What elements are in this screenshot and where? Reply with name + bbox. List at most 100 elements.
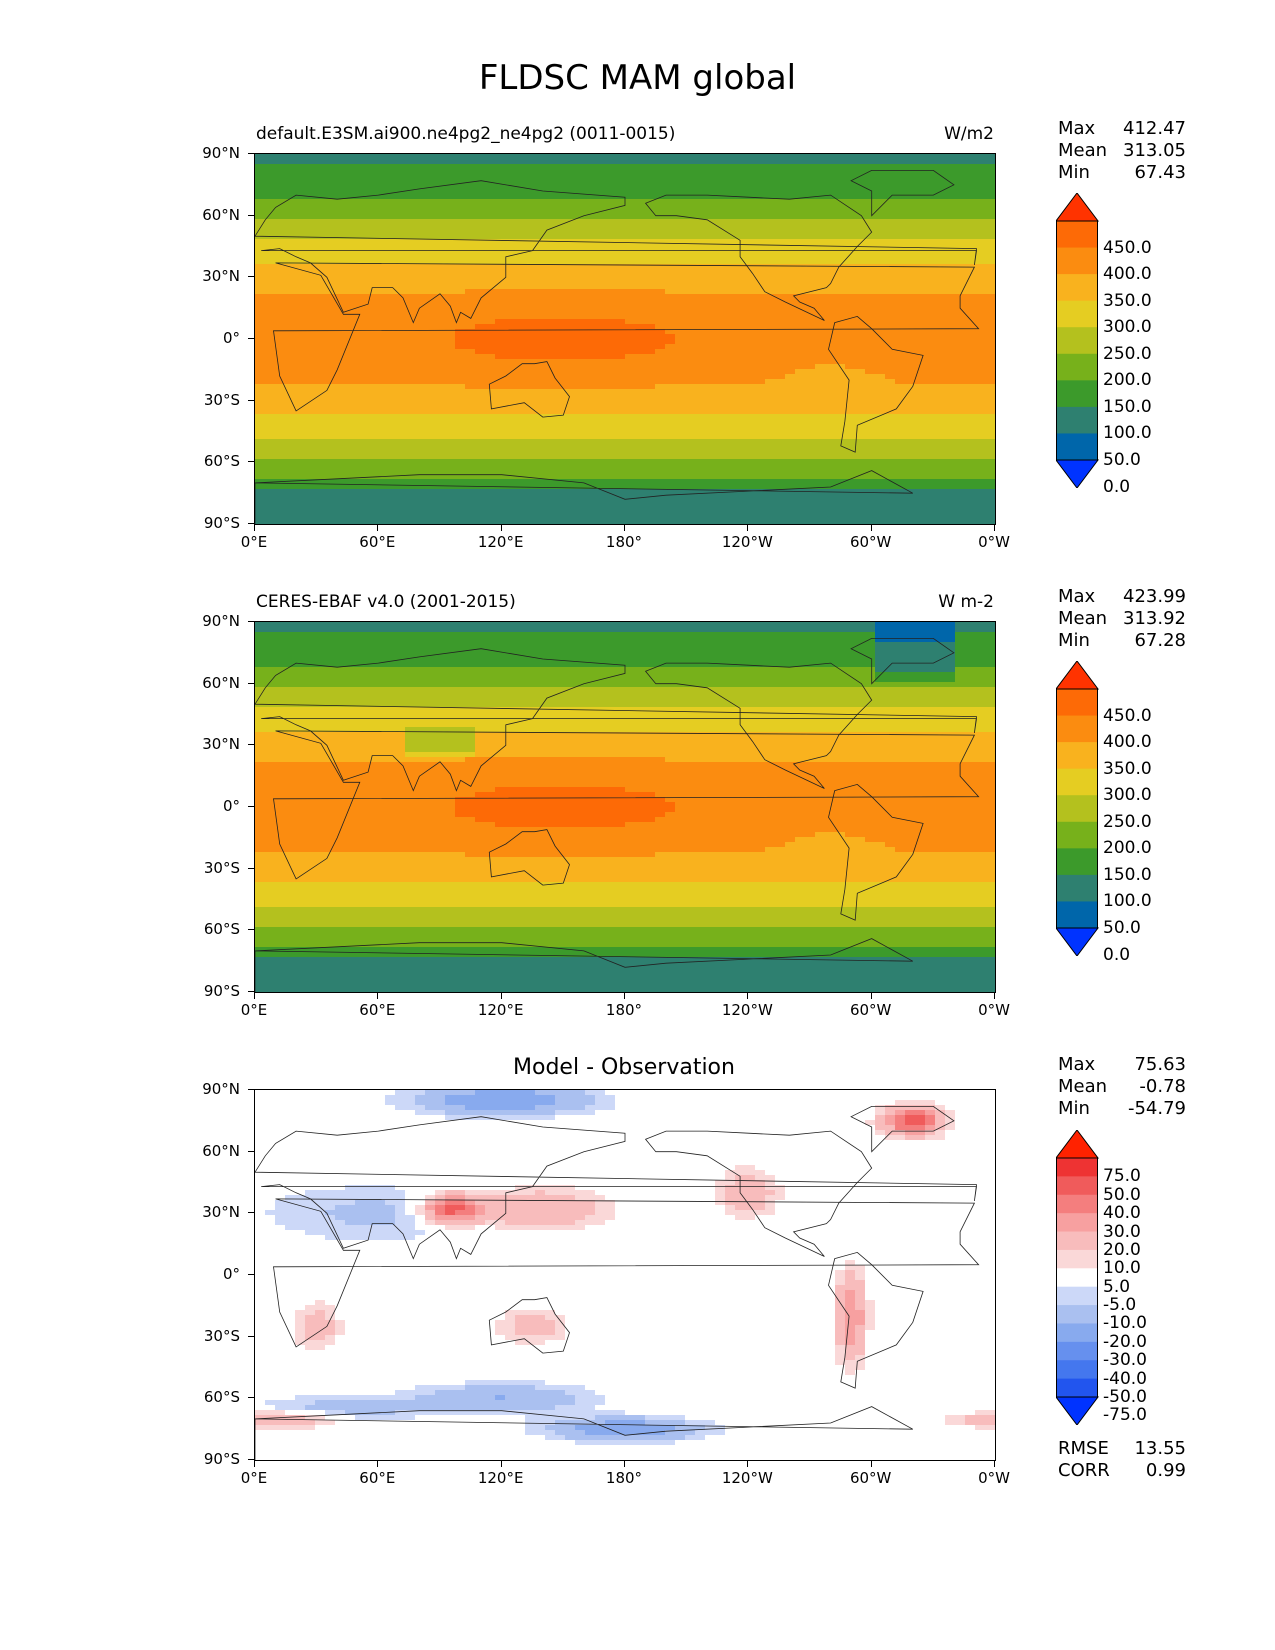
field-cell	[295, 214, 306, 220]
field-cell	[715, 239, 726, 245]
field-cell	[465, 354, 476, 360]
field-cell	[645, 309, 656, 315]
field-cell	[645, 429, 656, 435]
field-cell	[725, 294, 736, 300]
field-cell	[415, 189, 426, 195]
field-cell	[365, 224, 376, 230]
field-cell	[705, 424, 716, 430]
field-cell	[885, 364, 896, 370]
field-cell	[475, 189, 486, 195]
field-cell	[255, 169, 266, 175]
field-cell	[625, 449, 636, 455]
field-cell	[535, 254, 546, 260]
field-cell	[885, 234, 896, 240]
field-cell	[595, 249, 606, 255]
field-cell	[875, 514, 886, 520]
field-cell	[855, 344, 866, 350]
field-cell	[825, 509, 836, 515]
field-cell	[795, 244, 806, 250]
field-cell	[705, 494, 716, 500]
field-cell	[275, 204, 286, 210]
field-cell	[305, 324, 316, 330]
field-cell	[635, 344, 646, 350]
field-cell	[595, 459, 606, 465]
field-cell	[275, 269, 286, 275]
field-cell	[665, 444, 676, 450]
field-cell	[285, 459, 296, 465]
field-cell	[285, 254, 296, 260]
field-cell	[355, 509, 366, 515]
field-cell	[905, 374, 916, 380]
field-cell	[695, 174, 706, 180]
field-cell	[745, 254, 756, 260]
field-cell	[685, 189, 696, 195]
field-cell	[735, 479, 746, 485]
field-cell	[325, 204, 336, 210]
field-cell	[515, 194, 526, 200]
field-cell	[385, 339, 396, 345]
field-cell	[575, 179, 586, 185]
field-cell	[735, 514, 746, 520]
field-cell	[355, 264, 366, 270]
field-cell	[625, 514, 636, 520]
field-cell	[325, 244, 336, 250]
field-cell	[675, 299, 686, 305]
field-cell	[405, 424, 416, 430]
field-cell	[375, 304, 386, 310]
field-cell	[415, 519, 426, 524]
field-cell	[385, 484, 396, 490]
field-cell	[685, 334, 696, 340]
field-cell	[385, 354, 396, 360]
field-cell	[655, 324, 666, 330]
field-cell	[305, 299, 316, 305]
field-cell	[295, 274, 306, 280]
field-cell	[665, 509, 676, 515]
field-cell	[455, 469, 466, 475]
field-cell	[385, 329, 396, 335]
field-cell	[395, 479, 406, 485]
field-cell	[535, 519, 546, 524]
field-cell	[595, 334, 606, 340]
field-cell	[885, 249, 896, 255]
field-cell	[585, 459, 596, 465]
field-cell	[635, 174, 646, 180]
field-cell	[615, 449, 626, 455]
field-cell	[405, 204, 416, 210]
field-cell	[565, 154, 576, 160]
field-cell	[555, 279, 566, 285]
field-cell	[535, 279, 546, 285]
field-cell	[865, 159, 876, 165]
field-cell	[515, 289, 526, 295]
field-cell	[555, 454, 566, 460]
field-cell	[305, 444, 316, 450]
field-cell	[815, 409, 826, 415]
field-cell	[545, 449, 556, 455]
field-cell	[655, 464, 666, 470]
field-cell	[625, 309, 636, 315]
field-cell	[515, 364, 526, 370]
field-cell	[425, 319, 436, 325]
field-cell	[335, 474, 346, 480]
field-cell	[635, 509, 646, 515]
field-cell	[855, 359, 866, 365]
field-cell	[525, 324, 536, 330]
field-cell	[525, 214, 536, 220]
field-cell	[305, 514, 316, 520]
field-cell	[355, 184, 366, 190]
field-cell	[775, 219, 786, 225]
field-cell	[825, 374, 836, 380]
field-cell	[315, 294, 326, 300]
field-cell	[695, 394, 706, 400]
field-cell	[425, 174, 436, 180]
field-cell	[855, 384, 866, 390]
field-cell	[845, 384, 856, 390]
field-cell	[325, 454, 336, 460]
field-cell	[365, 514, 376, 520]
field-cell	[605, 519, 616, 524]
field-cell	[825, 309, 836, 315]
field-cell	[455, 179, 466, 185]
field-cell	[395, 259, 406, 265]
field-cell	[645, 224, 656, 230]
field-cell	[645, 449, 656, 455]
field-cell	[715, 249, 726, 255]
